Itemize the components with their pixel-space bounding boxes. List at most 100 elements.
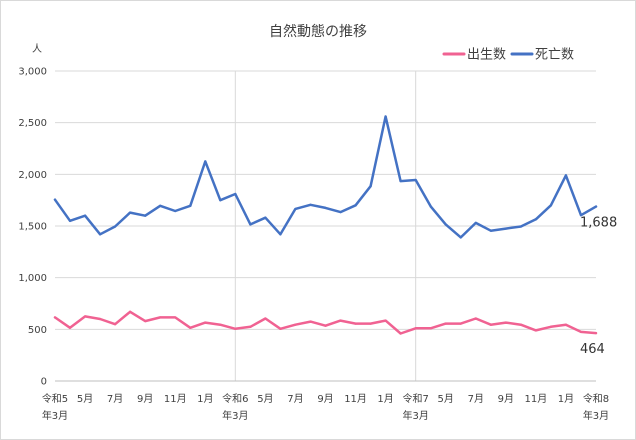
data-point [219, 199, 222, 202]
data-point [459, 322, 462, 325]
x-tick-label: 11月 [525, 393, 548, 405]
data-point [429, 205, 432, 208]
data-point [68, 219, 72, 222]
data-point [174, 209, 177, 213]
data-point [354, 204, 357, 207]
x-tick-label: 令和5 年3月 [42, 392, 68, 422]
data-point [83, 315, 87, 318]
data-point [564, 174, 568, 177]
data-point [144, 214, 147, 217]
data-point [189, 326, 192, 329]
data-point [98, 317, 102, 321]
y-tick-label: 2,500 [18, 118, 47, 129]
x-tick-label: 1月 [558, 393, 574, 405]
data-point [489, 229, 492, 232]
data-point [294, 323, 297, 326]
data-point [264, 216, 267, 219]
data-point [114, 323, 117, 326]
data-point [129, 310, 132, 313]
x-tick-label: 9月 [498, 393, 514, 405]
y-tick-label: 3,000 [18, 67, 47, 78]
data-point [519, 323, 522, 326]
data-point [459, 236, 462, 239]
data-point [234, 327, 237, 330]
data-point [594, 205, 598, 208]
y-tick-label: 2,000 [18, 170, 47, 181]
data-point [249, 325, 252, 328]
data-point [339, 319, 342, 322]
data-point [309, 320, 312, 323]
data-point [549, 204, 553, 207]
data-point [159, 204, 162, 207]
data-point [234, 192, 237, 196]
data-point [369, 185, 372, 188]
data-point [144, 319, 147, 323]
data-point [114, 225, 117, 228]
data-point [339, 210, 342, 214]
data-point [324, 324, 327, 327]
x-tick-label: 9月 [317, 393, 333, 405]
data-point [309, 203, 312, 206]
y-tick-label: 1,500 [18, 222, 47, 233]
y-tick-label: 0 [41, 377, 47, 388]
data-point [519, 225, 522, 228]
data-point [264, 317, 267, 320]
x-tick-label: 7月 [107, 393, 123, 405]
data-point [534, 218, 537, 221]
x-tick-label: 5月 [257, 393, 273, 405]
data-point [189, 204, 192, 207]
x-tick-label: 9月 [137, 393, 153, 405]
data-point [444, 322, 447, 325]
legend-label: 死亡数 [535, 48, 574, 63]
x-tick-label: 7月 [468, 393, 484, 405]
data-point [579, 330, 583, 334]
y-tick-label: 1,000 [18, 273, 47, 284]
data-point [399, 179, 402, 183]
end-value-label: 1,688 [580, 216, 617, 231]
x-tick-label: 1月 [377, 393, 393, 405]
data-point [279, 327, 282, 330]
data-point [564, 323, 568, 326]
series-line-出生数 [53, 310, 598, 335]
data-point [204, 160, 207, 163]
data-point [429, 327, 432, 330]
chart-title: 自然動態の推移 [269, 23, 367, 40]
data-point [53, 316, 57, 319]
data-point [549, 325, 553, 328]
data-point [399, 332, 402, 335]
data-point [324, 206, 327, 210]
legend-label: 出生数 [467, 48, 506, 63]
data-point [534, 329, 537, 332]
data-point [294, 207, 297, 211]
data-point [174, 316, 177, 319]
data-point [68, 326, 72, 329]
end-value-label: 464 [580, 342, 605, 357]
y-axis-unit-label: 人 [32, 43, 42, 55]
data-point [83, 214, 87, 217]
data-point [249, 223, 252, 226]
data-point [489, 323, 492, 326]
x-tick-label: 令和8 年3月 [583, 392, 609, 422]
data-point [384, 115, 387, 118]
data-point [414, 327, 417, 330]
x-tick-label: 5月 [77, 393, 93, 405]
data-point [98, 233, 102, 236]
x-tick-label: 1月 [197, 393, 213, 405]
data-point [53, 198, 57, 201]
x-tick-label: 令和6 年3月 [222, 392, 248, 422]
x-tick-label: 5月 [438, 393, 454, 405]
data-point [594, 331, 598, 335]
data-point [384, 319, 387, 322]
x-tick-label: 11月 [164, 393, 187, 405]
data-point [444, 223, 447, 226]
data-point [474, 221, 477, 224]
data-point [579, 214, 583, 217]
data-point [504, 227, 507, 230]
series-line-死亡数 [53, 115, 598, 239]
data-point [504, 321, 507, 324]
data-point [474, 317, 477, 320]
data-point [279, 233, 282, 236]
data-point [129, 211, 132, 214]
